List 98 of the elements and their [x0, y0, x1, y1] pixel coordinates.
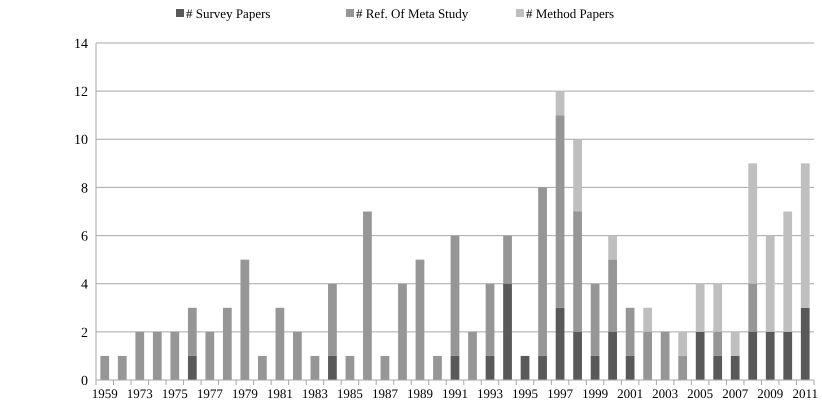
bar [730, 356, 740, 380]
bar [573, 212, 582, 332]
bar [258, 356, 267, 380]
bar [678, 332, 688, 356]
bar [486, 356, 494, 380]
bar [135, 332, 144, 380]
x-tick-label: 1987 [372, 386, 398, 401]
bar [240, 260, 250, 380]
x-tick-label: 2001 [617, 386, 644, 401]
bar [328, 356, 337, 380]
bar [766, 332, 775, 380]
x-tick-label: 1995 [512, 386, 538, 401]
bar [188, 356, 197, 380]
bar [696, 332, 705, 380]
y-tick-label: 6 [81, 229, 88, 244]
x-tick-label: 1985 [336, 386, 363, 401]
y-tick-label: 8 [81, 181, 88, 196]
bar [590, 284, 600, 356]
bar [380, 356, 390, 380]
x-tick-label: 1997 [547, 386, 574, 401]
bar [783, 332, 792, 380]
bar [626, 356, 634, 380]
bar [118, 356, 127, 380]
bar [538, 187, 547, 356]
x-tick-label: 1981 [266, 386, 293, 401]
legend-label: # Survey Papers [186, 6, 270, 21]
bar [590, 356, 600, 380]
x-tick-label: 2009 [757, 386, 784, 401]
bar [416, 260, 424, 380]
bar [363, 212, 372, 380]
bar [328, 284, 337, 356]
y-tick-label: 10 [74, 133, 88, 148]
x-tick-label: 1989 [406, 386, 433, 401]
bar [800, 308, 810, 380]
bar [608, 236, 617, 260]
bar [643, 332, 652, 380]
bar [556, 308, 564, 380]
bar [520, 356, 530, 380]
bar [748, 332, 758, 380]
bar [276, 308, 284, 380]
bar [205, 332, 214, 380]
y-tick-label: 0 [81, 374, 88, 389]
bar [468, 332, 477, 380]
bar [398, 284, 407, 380]
x-tick-label: 1977 [196, 386, 224, 401]
x-tick-label: 1975 [162, 386, 188, 401]
bar [643, 308, 652, 332]
bar [100, 356, 110, 380]
bar [573, 332, 582, 380]
bar [556, 91, 564, 116]
bar [800, 163, 810, 308]
bar [660, 332, 670, 380]
bar [310, 356, 320, 380]
x-tick-label: 1979 [232, 386, 258, 401]
bar [538, 356, 547, 380]
x-tick-label: 1983 [302, 386, 328, 401]
bar [346, 356, 354, 380]
bar [556, 115, 564, 308]
bar [222, 308, 232, 380]
bar [450, 236, 460, 356]
x-tick-label: 2007 [722, 386, 749, 401]
y-tick-label: 12 [74, 85, 88, 100]
bar [433, 356, 442, 380]
y-tick-label: 4 [81, 278, 88, 293]
bar [713, 332, 722, 356]
legend-label: # Method Papers [526, 6, 614, 21]
bar [608, 260, 617, 332]
bar [152, 332, 162, 380]
bar [748, 284, 758, 332]
x-tick-label: 2003 [652, 386, 678, 401]
bar [450, 356, 460, 380]
bar [503, 284, 512, 380]
x-tick-label: 2005 [687, 386, 714, 401]
x-tick-label: 1991 [442, 386, 468, 401]
bar [713, 284, 722, 332]
bar [503, 236, 512, 284]
y-tick-label: 2 [81, 326, 88, 341]
bar [696, 284, 705, 332]
bar [486, 284, 494, 356]
bar [678, 356, 688, 380]
bar [293, 332, 302, 380]
bar [766, 236, 775, 332]
bar [608, 332, 617, 380]
y-tick-label: 14 [74, 36, 88, 52]
x-tick-label: 2011 [792, 386, 818, 401]
x-tick-label: 1999 [582, 386, 608, 401]
x-tick-label: 1993 [477, 386, 504, 401]
bar [170, 332, 180, 380]
bar [573, 139, 582, 212]
bar [626, 308, 634, 356]
bar [748, 163, 758, 284]
bar [713, 356, 722, 380]
x-tick-label: 1973 [126, 386, 153, 401]
bar [783, 212, 792, 332]
bar [188, 308, 197, 356]
x-tick-label: 1959 [92, 386, 118, 401]
bar [730, 332, 740, 356]
legend-label: # Ref. Of Meta Study [356, 6, 469, 21]
